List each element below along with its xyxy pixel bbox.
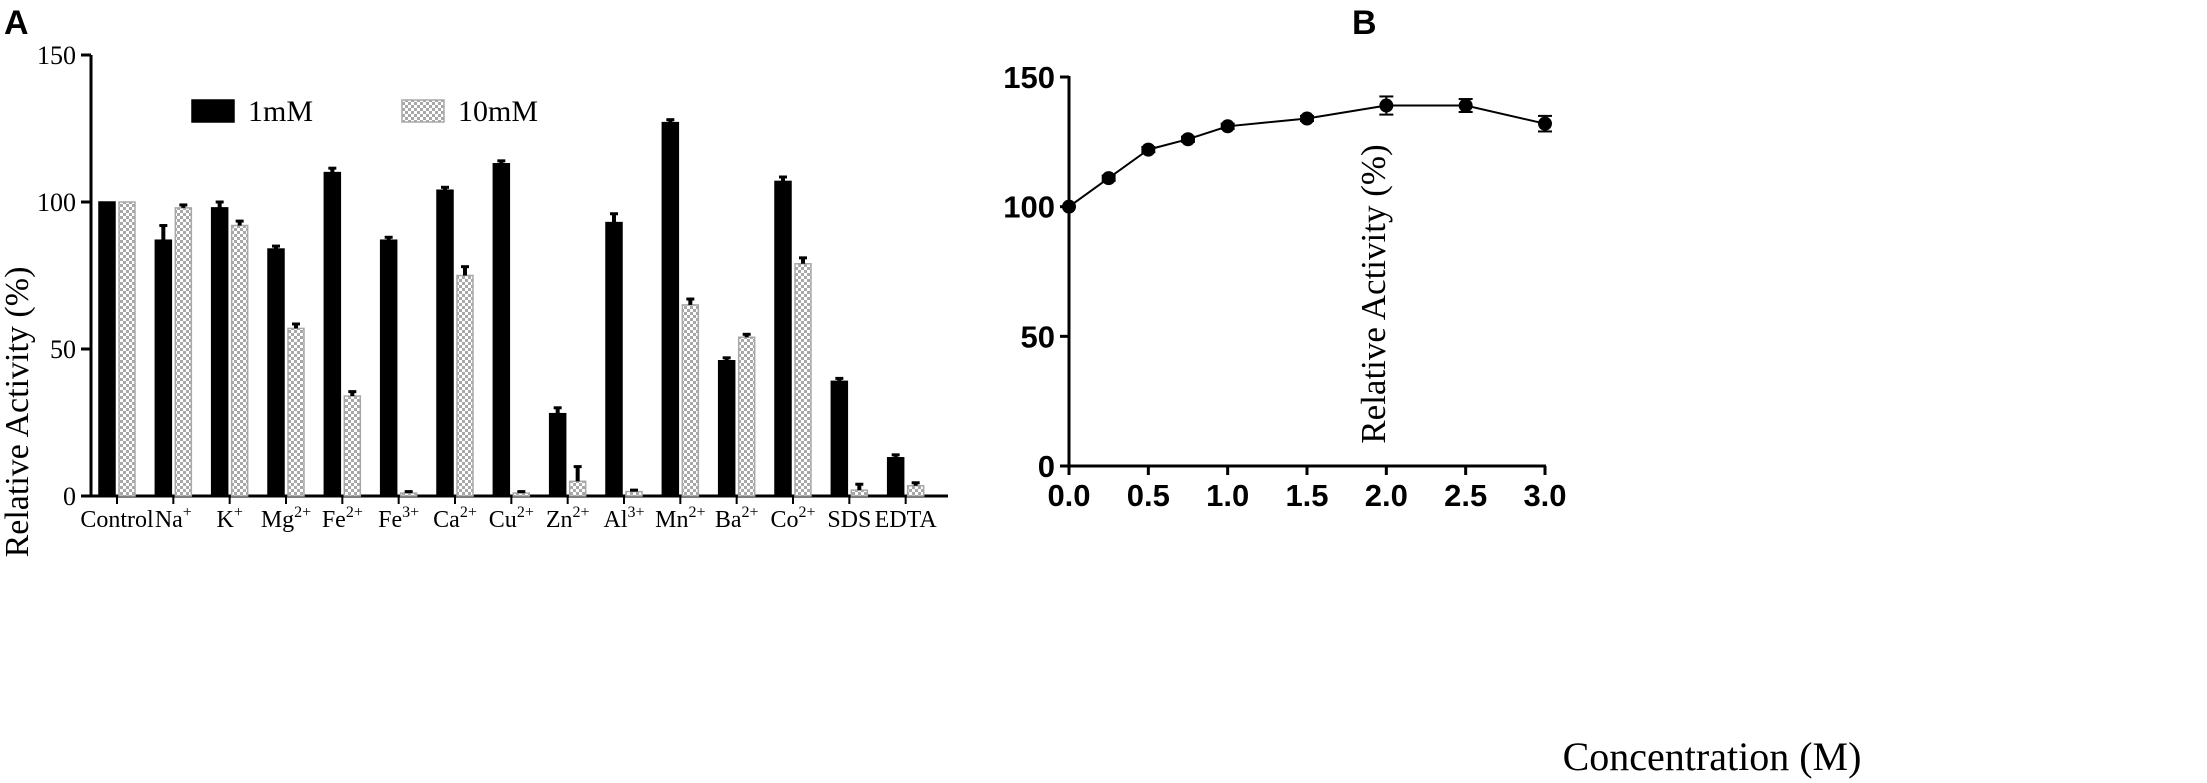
x-tick-label-ba2: Ba2+ [715,504,759,533]
panel-b-y-tick-label: 0 [1038,449,1055,484]
bar-1mm-k [210,207,229,497]
panel-a-letter: A [4,4,29,42]
bar-10mm-al3 [625,490,643,497]
bar-1mm-control [98,201,116,497]
panel-a-y-tick-label: 150 [37,41,76,70]
panel-b-y-ticks: 0 50 100 150 [1003,60,1069,484]
bar-10mm-fe3 [399,492,418,497]
panel-b-x-tick-label: 1.0 [1206,478,1249,513]
panel-a-y-tick-label: 100 [37,188,76,217]
panel-a-y-tick-label: 0 [63,482,76,511]
panel-a-legend: 1mM 10mM [191,95,538,128]
bar-1mm-mn2 [661,121,680,497]
panel-a-y-ticks: 0 50 100 150 [37,41,91,511]
bar-1mm-na [154,239,173,497]
bar-1mm-fe2 [323,171,342,497]
panel-b-x-tick-label: 2.5 [1444,478,1487,513]
x-tick-label-mg2: Mg2+ [261,504,311,533]
bar-10mm-ba2 [737,336,756,497]
panel-b-y-tick-label: 50 [1021,319,1055,354]
bar-1mm-ba2 [717,360,736,497]
bar-1mm-cu2 [492,163,511,497]
bar-10mm-edta [906,484,925,497]
x-tick-label-zn2: Zn2+ [546,504,590,533]
panel-b-x-tick-label: 2.0 [1365,478,1408,513]
legend-swatch-10mm [401,99,445,123]
bar-10mm-co2 [794,262,812,497]
x-tick-label-cu2: Cu2+ [489,504,534,533]
panel-b-data-point [1141,142,1156,157]
panel-a-error-bars [159,118,920,494]
panel-b-data-point [1181,132,1195,147]
panel-b: B Relative Activity (%) Concentration (M… [1003,4,1861,779]
panel-b-x-tick-label: 3.0 [1523,478,1566,513]
panel-a-x-ticks: Control Na+ K+ Mg2+ Fe2+ Fe3+ Ca2+ Cu2+ Zn2+ Al3+… [80,496,937,533]
panel-a-y-axis-label: Relative Activity (%) [0,267,36,558]
panel-b-data-point [1220,119,1235,134]
panel-b-data-point [1101,171,1116,186]
x-tick-label-co2: Co2+ [770,504,815,533]
bar-10mm-na [174,207,193,497]
x-tick-label-k: K+ [216,504,242,533]
x-tick-label-ca2: Ca2+ [433,504,477,533]
bar-1mm-ca2 [436,189,454,497]
panel-b-letter: B [1352,4,1377,42]
legend-label-1mm: 1mM [248,95,313,128]
panel-a-bars [98,121,925,497]
bar-10mm-mg2 [287,327,305,497]
panel-b-data-point [1538,116,1552,131]
bar-10mm-k [230,224,249,497]
bar-1mm-fe3 [379,239,398,497]
x-tick-label-na: Na+ [155,504,192,533]
x-tick-label-al3: Al3+ [603,504,644,533]
panel-b-x-tick-label: 1.5 [1285,478,1328,513]
bar-1mm-mg2 [267,248,285,497]
panel-b-data-point [1062,199,1076,214]
bar-10mm-cu2 [512,492,531,497]
x-tick-label-fe2: Fe2+ [322,504,363,533]
panel-b-series [1062,95,1552,214]
bar-1mm-sds [830,380,849,497]
x-tick-label-sds: SDS [827,507,871,533]
bar-10mm-control [118,201,136,497]
panel-b-y-tick-label: 100 [1003,190,1055,225]
x-tick-label-mn2: Mn2+ [655,504,705,533]
bar-10mm-ca2 [456,274,474,497]
x-tick-label-control: Control [80,507,154,533]
bar-10mm-sds [850,489,869,497]
x-tick-label-edta: EDTA [875,507,938,533]
bar-10mm-zn2 [568,480,587,497]
bar-1mm-al3 [605,221,623,497]
panel-b-x-ticks: 0.0 0.5 1.0 1.5 2.0 2.5 3.0 [1047,466,1567,513]
bar-1mm-edta [886,457,905,497]
panel-b-data-point [1300,111,1314,126]
legend-label-10mm: 10mM [458,95,538,128]
panel-b-x-axis-label: Concentration (M) [1563,734,1862,779]
panel-a-y-tick-label: 50 [50,335,76,364]
panel-b-y-axis-label: Relative Activity (%) [1354,144,1393,443]
x-tick-label-fe3: Fe3+ [378,504,419,533]
bar-1mm-zn2 [548,412,567,497]
bar-1mm-co2 [774,180,792,497]
panel-b-x-tick-label: 0.5 [1127,478,1170,513]
bar-10mm-mn2 [681,304,700,497]
legend-swatch-1mm [191,99,235,123]
panel-b-data-point [1379,98,1394,113]
bar-10mm-fe2 [343,395,362,497]
panel-b-x-tick-label: 0.0 [1047,478,1090,513]
panel-b-data-point [1458,98,1473,113]
panel-b-y-tick-label: 150 [1003,60,1055,95]
panel-a: A Relative Activity (%) 0 50 100 150 Contro… [0,4,948,557]
panel-b-axes [1067,76,1546,468]
